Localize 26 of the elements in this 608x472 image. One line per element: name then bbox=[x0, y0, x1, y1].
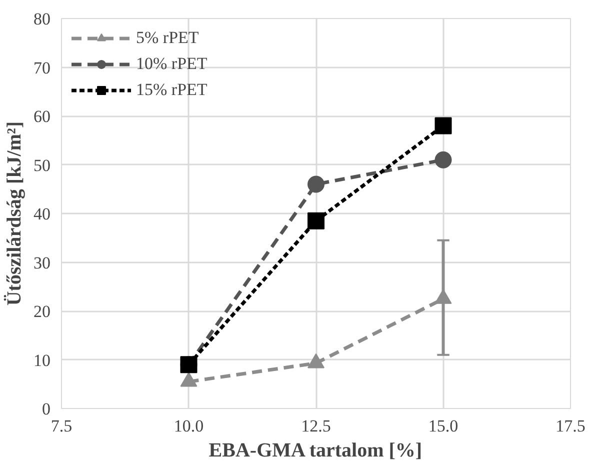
y-tick-label: 50 bbox=[34, 156, 50, 175]
point bbox=[308, 353, 324, 368]
y-tick-label: 40 bbox=[34, 204, 50, 224]
y-tick-label: 0 bbox=[42, 400, 50, 418]
point bbox=[434, 151, 452, 168]
point bbox=[434, 117, 452, 134]
x-tick-label: 7.5 bbox=[50, 416, 72, 436]
legend-label: 5% rPET bbox=[136, 28, 199, 48]
y-tick-label: 80 bbox=[34, 10, 50, 28]
point bbox=[180, 372, 198, 387]
point bbox=[308, 176, 324, 193]
y-tick-label: 70 bbox=[34, 58, 50, 78]
y-tick-label: 30 bbox=[34, 253, 50, 272]
point bbox=[434, 289, 452, 304]
legend-label: 15% rPET bbox=[136, 80, 208, 100]
legend-label: 10% rPET bbox=[136, 54, 208, 74]
x-axis-title: EBA-GMA tartalom [%] bbox=[208, 440, 422, 462]
x-tick-label: 10.0 bbox=[174, 416, 204, 436]
point bbox=[308, 212, 324, 230]
y-tick-label: 60 bbox=[34, 107, 50, 126]
y-axis-title: Ütőszilárdság [kJ/m²] bbox=[4, 121, 26, 306]
x-tick-label: 12.5 bbox=[301, 416, 331, 436]
x-tick-label: 17.5 bbox=[556, 416, 586, 436]
y-tick-label: 20 bbox=[34, 302, 50, 321]
x-tick-label: 15.0 bbox=[428, 416, 458, 436]
y-tick-label: 10 bbox=[34, 350, 50, 370]
